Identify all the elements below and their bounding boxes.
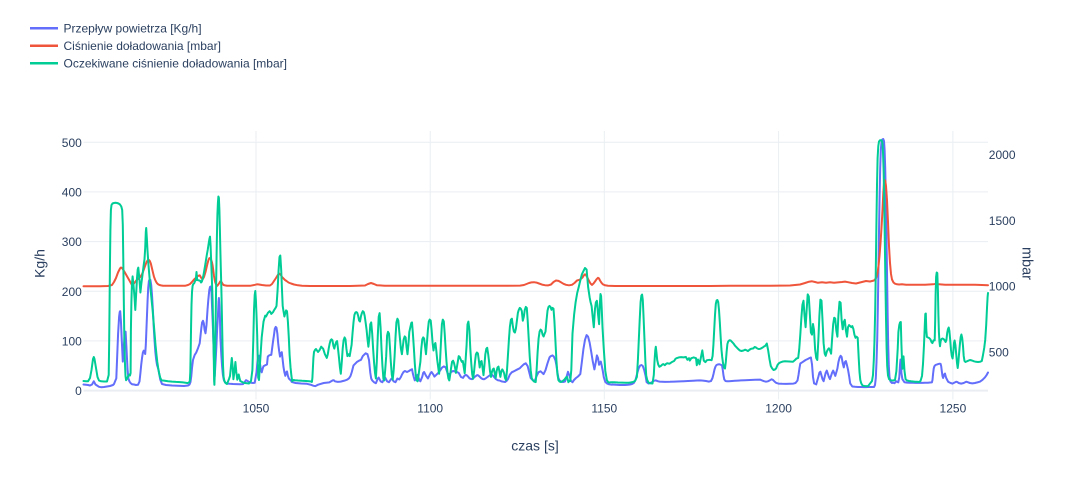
- svg-text:1150: 1150: [591, 402, 617, 416]
- svg-text:czas [s]: czas [s]: [511, 438, 558, 454]
- svg-text:500: 500: [62, 136, 82, 150]
- svg-text:mbar: mbar: [1018, 247, 1034, 280]
- svg-text:Kg/h: Kg/h: [32, 249, 48, 278]
- svg-text:Ciśnienie doładowania [mbar]: Ciśnienie doładowania [mbar]: [64, 39, 221, 53]
- svg-text:1200: 1200: [765, 402, 792, 416]
- svg-text:300: 300: [62, 235, 82, 249]
- svg-text:100: 100: [62, 335, 82, 349]
- svg-text:1000: 1000: [989, 280, 1016, 294]
- svg-text:1500: 1500: [989, 214, 1016, 228]
- svg-text:Przepływ powietrza [Kg/h]: Przepływ powietrza [Kg/h]: [64, 22, 202, 36]
- svg-text:1250: 1250: [940, 402, 967, 416]
- svg-text:500: 500: [989, 346, 1009, 360]
- svg-text:1100: 1100: [417, 402, 443, 416]
- svg-text:Oczekiwane ciśnienie doładowan: Oczekiwane ciśnienie doładowania [mbar]: [64, 57, 287, 71]
- svg-text:400: 400: [62, 186, 82, 200]
- svg-text:0: 0: [75, 384, 82, 398]
- svg-text:1050: 1050: [243, 402, 270, 416]
- svg-text:2000: 2000: [989, 148, 1016, 162]
- svg-text:200: 200: [62, 285, 82, 299]
